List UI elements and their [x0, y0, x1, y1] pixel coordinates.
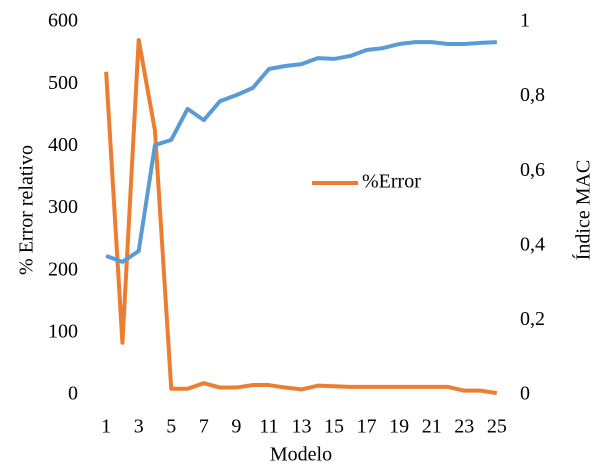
x-tick-label: 1: [101, 416, 111, 438]
y2-tick-label: 0,8: [520, 84, 545, 106]
x-tick-label: 9: [231, 416, 241, 438]
x-tick-label: 13: [292, 416, 312, 438]
y2-tick-label: 0,4: [520, 233, 545, 255]
y-axis-title: % Error relativo: [16, 145, 38, 275]
x-axis-title: Modelo: [270, 444, 332, 466]
y-tick-label: 0: [68, 383, 78, 405]
y2-axis-title: Índice MAC: [572, 160, 595, 261]
y-tick-label: 300: [48, 196, 78, 218]
series-line: [104, 38, 498, 396]
series-line: [105, 40, 497, 264]
x-tick-label: 23: [454, 416, 474, 438]
x-tick-label: 17: [357, 416, 377, 438]
x-tick-label: 11: [259, 416, 278, 438]
x-tick-label: 15: [324, 416, 344, 438]
y2-tick-label: 0,2: [520, 308, 545, 330]
x-tick-label: 21: [422, 416, 442, 438]
legend-label: %Error: [362, 171, 421, 193]
y-tick-label: 200: [48, 258, 78, 280]
y2-tick-label: 0: [520, 383, 530, 405]
y2-tick-label: 1: [520, 10, 530, 32]
y-tick-label: 500: [48, 72, 78, 94]
y-tick-label: 100: [48, 320, 78, 342]
y-tick-label: 600: [48, 10, 78, 32]
x-tick-label: 25: [487, 416, 507, 438]
x-tick-label: 19: [389, 416, 409, 438]
x-tick-label: 5: [166, 416, 176, 438]
x-tick-label: 7: [199, 416, 209, 438]
x-tick-label: 3: [134, 416, 144, 438]
y2-tick-label: 0,6: [520, 159, 545, 181]
y-tick-label: 400: [48, 134, 78, 156]
